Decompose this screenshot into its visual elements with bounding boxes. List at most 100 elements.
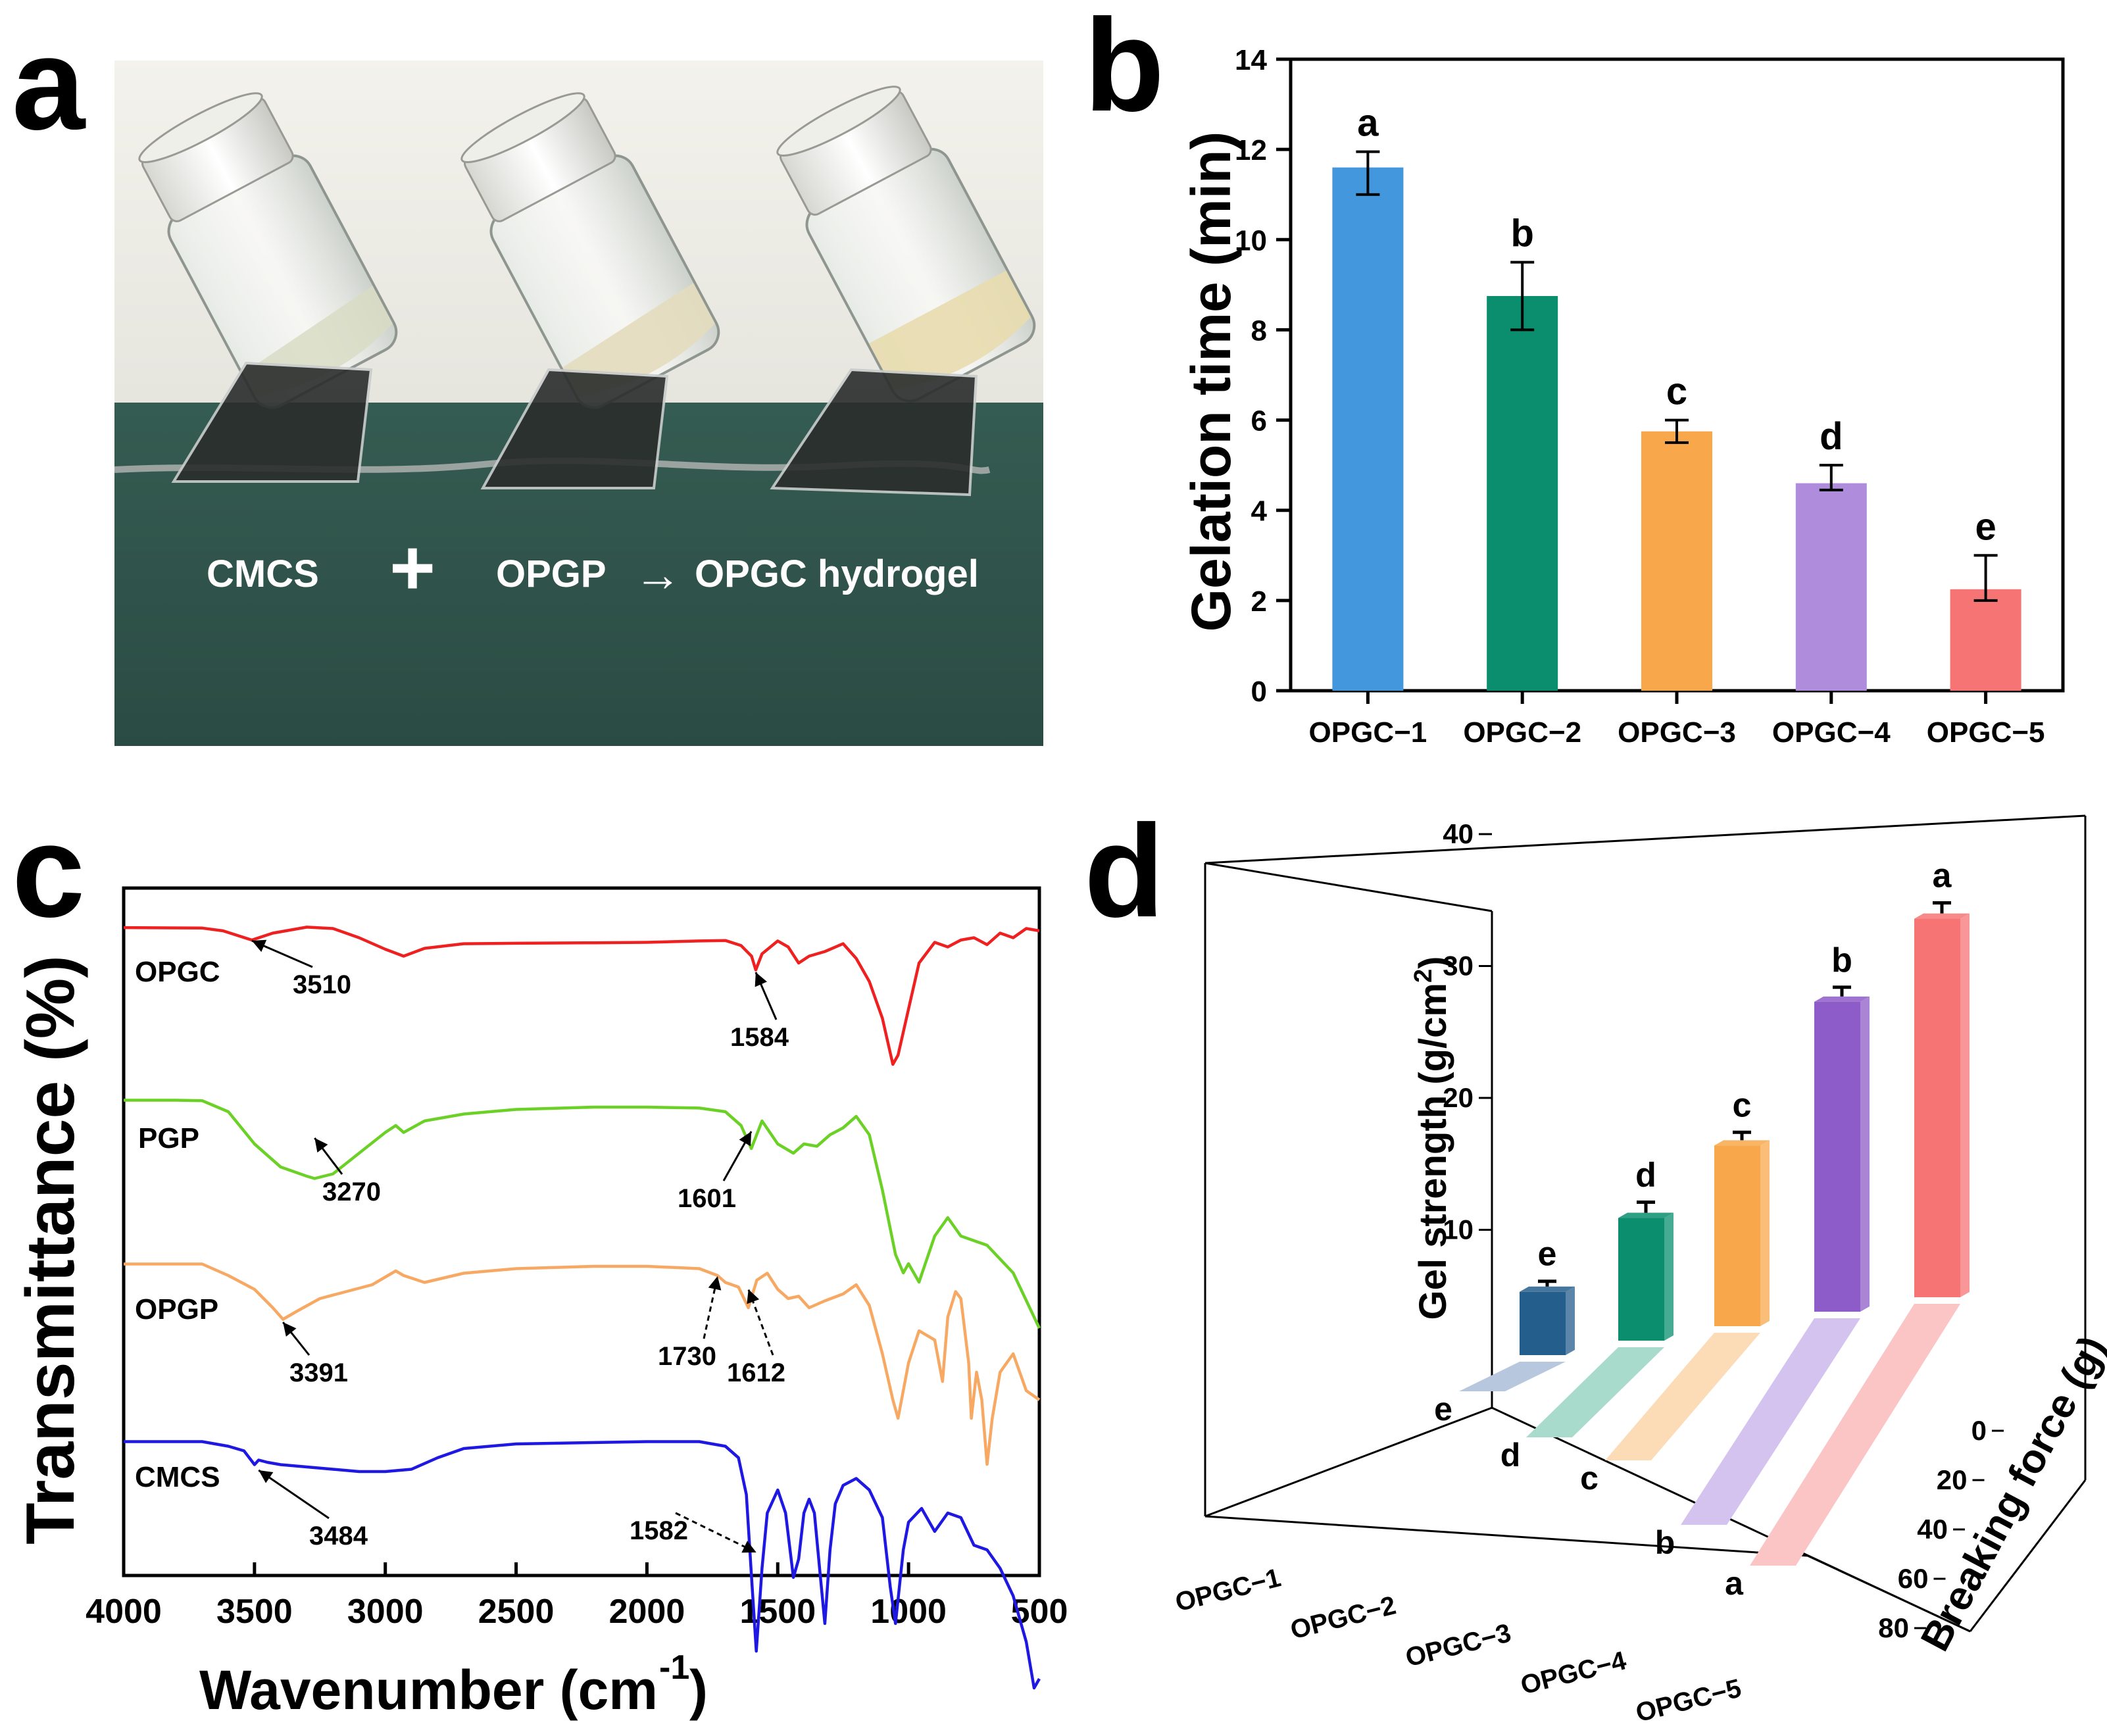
category-label: OPGC−3 [1402,1618,1514,1672]
breaking-force-significance: d [1500,1437,1521,1474]
bar-top-face [1914,913,1970,919]
spectrum-label: OPGC [135,956,220,988]
annotation-arrow-head [739,1131,752,1147]
annotation-arrow-line [675,1512,757,1554]
z-tick-label: 10 [1443,1214,1474,1245]
gel-strength-bar [1814,1001,1860,1312]
gel-strength-bar [1618,1218,1664,1341]
peak-annotation: 3510 [293,970,351,999]
annotation-arrow-line [258,1469,330,1520]
peak-annotation: 3270 [322,1178,381,1206]
bar-top-face [1714,1140,1770,1146]
spectrum-label: PGP [138,1122,199,1154]
y-tick-label: 10 [1235,224,1267,257]
bar-side-face [1860,996,1870,1312]
annotation-arrow-head [251,939,267,953]
gel-strength-z-axis-sup: 2 [1410,969,1437,983]
x-tick-label: 1500 [739,1593,816,1631]
annotation-arrow-head [755,972,767,987]
gelation-bar [1795,483,1867,691]
significance-letter: c [1666,370,1687,413]
x-tick-label: OPGC−5 [1927,716,2045,749]
x-tick-label: OPGC−4 [1772,716,1891,749]
significance-letter: b [1510,212,1533,255]
panel-label-d: d [1084,798,1165,945]
x-tick-label: 1000 [870,1593,947,1631]
y-tick-label: 12 [1235,134,1267,166]
box-edge [1204,814,2086,864]
spectrum-label: CMCS [135,1461,220,1493]
gel-strength-significance: d [1635,1156,1656,1195]
x-tick-label: 2000 [609,1593,685,1631]
breaking-force-tick-label: 80 [1878,1612,1909,1643]
spectrum-line [123,926,1040,1066]
bar-side-face [1760,1140,1770,1326]
photo-label-opgc-hydrogel: OPGC hydrogel [695,553,979,595]
gelation-bar [1641,431,1712,691]
x-tick-label: 3500 [216,1593,293,1631]
bar-side-face [1960,913,1970,1297]
box-edge [1807,1554,1971,1633]
breaking-force-tick-label: 0 [1971,1415,1987,1446]
photo-drawing: CMCS + OPGP → OPGC hydrogel [114,61,1043,746]
annotation-arrow-head [747,1289,760,1304]
wavenumber-x-axis-close: ) [689,1659,708,1721]
breaking-force-shadow [1459,1362,1566,1391]
panel-label-c: c [12,798,86,945]
gel-strength-bar [1914,918,1960,1297]
box-edge [1204,1515,1808,1557]
y-tick-label: 0 [1251,676,1267,708]
x-tick-label: OPGC−3 [1618,716,1736,749]
peak-annotation: 3391 [289,1358,348,1387]
gel-strength-bar [1714,1145,1760,1326]
x-tick-label: 500 [1011,1593,1068,1631]
bar-side-face [1664,1212,1673,1341]
y-tick-label: 4 [1251,495,1268,528]
transmittance-y-axis-label: Transmittance (%) [12,955,89,1545]
photo-arrow: → [634,549,682,601]
bar-top-face [1520,1286,1575,1292]
photo-plus-sign: + [389,524,435,612]
breaking-force-shadow [1526,1347,1664,1437]
annotation-arrow-head [708,1276,722,1291]
ftir-plot-frame [122,886,1041,1577]
annotation-arrow-line [703,1276,719,1339]
gel-strength-significance: b [1831,941,1852,980]
y-tick-label: 14 [1235,44,1267,76]
x-tick-label: 2500 [478,1593,555,1631]
gel-strength-bar [1520,1291,1566,1355]
vial-opgp [460,92,720,409]
z-tick-label: 30 [1443,951,1474,981]
gelation-bar [1487,296,1558,691]
gel-strength-z-axis-close: ) [1412,956,1454,969]
hydrogel-photo: CMCS + OPGP → OPGC hydrogel [114,61,1043,746]
y-tick-label: 8 [1251,314,1267,347]
peak-annotation: 3484 [309,1522,368,1550]
gel-strength-z-axis-label: Gel strength (g/cm2) [1410,956,1454,1320]
breaking-force-significance: b [1655,1524,1675,1561]
peak-annotation: 1584 [730,1023,789,1052]
category-label: OPGC−2 [1287,1591,1399,1645]
gelation-time-y-axis-label: Gelation time (min) [1180,132,1242,632]
breaking-force-tick-label: 20 [1937,1464,1968,1495]
panel-label-b: b [1084,0,1165,139]
annotation-arrow-head [283,1322,297,1337]
bar-side-face [1566,1286,1575,1355]
significance-letter: d [1820,415,1843,458]
annotation-arrow-head [741,1541,756,1553]
breaking-force-significance: a [1725,1565,1744,1602]
ftir-spectra-chart: Transmittance (%) Wavenumber (cm -1 ) 40… [12,886,1068,1721]
significance-letter: e [1975,505,1996,548]
x-tick-label: OPGC−1 [1309,716,1427,749]
gel-strength-significance: a [1933,857,1952,895]
bar-top-face [1814,996,1870,1002]
peak-annotation: 1730 [658,1342,716,1371]
peak-annotation: 1582 [630,1516,688,1545]
x-tick-label: 4000 [86,1593,162,1631]
peak-annotation: 1601 [678,1184,736,1213]
x-tick-label: OPGC−2 [1463,716,1581,749]
gel-strength-3d-chart: Gel strength (g/cm2) Breaking force (g) … [1172,814,2107,1727]
vial-stands [171,361,978,497]
gel-strength-significance: e [1538,1235,1557,1274]
